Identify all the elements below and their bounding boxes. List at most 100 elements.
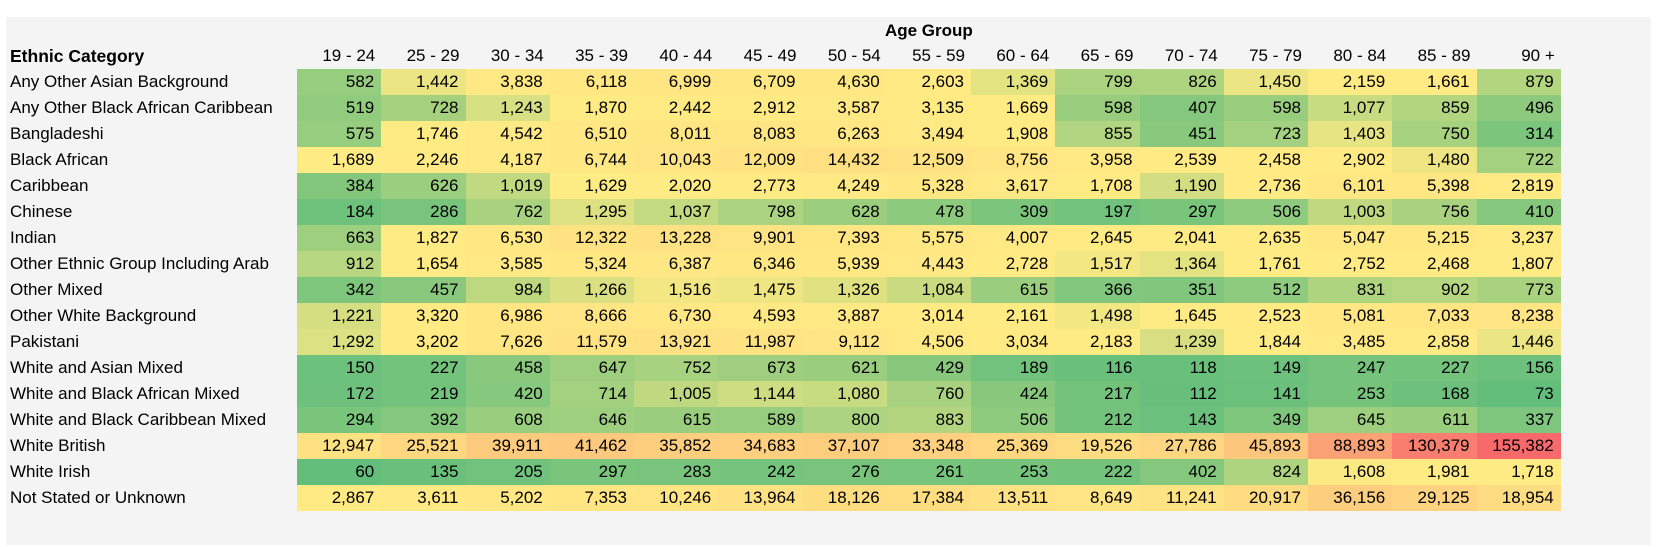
column-header: 80 - 84	[1333, 46, 1387, 65]
heatmap-cell: 1,295	[549, 199, 634, 225]
heatmap-cell: 247	[1308, 355, 1393, 381]
heatmap-cell: 25,521	[381, 433, 466, 459]
row-label: White Irish	[10, 462, 91, 481]
heatmap-cell: 883	[886, 407, 971, 433]
column-header: 30 - 34	[490, 46, 544, 65]
heatmap-cell: 6,986	[465, 303, 550, 329]
heatmap-cell: 39,911	[465, 433, 550, 459]
heatmap-cell: 6,709	[718, 69, 803, 95]
column-header: 50 - 54	[827, 46, 881, 65]
heatmap-cell: 297	[549, 459, 634, 485]
row-label: White and Black Caribbean Mixed	[10, 410, 267, 429]
heatmap-cell: 799	[1055, 69, 1140, 95]
column-header: 35 - 39	[575, 46, 628, 65]
heatmap-cell: 130,379	[1392, 433, 1477, 459]
heatmap-cell: 598	[1055, 95, 1140, 121]
heatmap-cell: 3,587	[802, 95, 887, 121]
row-label: Any Other Black African Caribbean	[10, 98, 273, 117]
table-row: White Irish 60 135 205 297 283 242 276 261 253 222…	[6, 459, 1561, 485]
heatmap-cell: 12,322	[549, 225, 634, 251]
heatmap-cell: 2,468	[1392, 251, 1477, 277]
heatmap-cell: 18,954	[1476, 485, 1561, 511]
heatmap-cell: 2,752	[1308, 251, 1393, 277]
heatmap-cell: 8,238	[1476, 303, 1561, 329]
heatmap-cell: 506	[971, 407, 1056, 433]
heatmap-cell: 1,708	[1055, 173, 1140, 199]
heatmap-cell: 5,575	[886, 225, 971, 251]
heatmap-cell: 1,019	[465, 173, 550, 199]
heatmap-cell: 2,020	[634, 173, 719, 199]
heatmap-cell: 7,353	[549, 485, 634, 511]
heatmap-cell: 3,135	[886, 95, 971, 121]
heatmap-cell: 314	[1476, 121, 1561, 147]
heatmap-cell: 1,005	[634, 381, 719, 407]
heatmap-cell: 760	[886, 381, 971, 407]
heatmap-cell: 855	[1055, 121, 1140, 147]
heatmap-cell: 41,462	[549, 433, 634, 459]
heatmap-cell: 5,328	[886, 173, 971, 199]
heatmap-cell: 112	[1139, 381, 1224, 407]
table-row: Other Mixed 342 457 984 1,266 1,516 1,475 1,326…	[6, 277, 1561, 303]
heatmap-cell: 1,654	[381, 251, 466, 277]
heatmap-cell: 36,156	[1308, 485, 1393, 511]
heatmap-cell: 212	[1055, 407, 1140, 433]
heatmap-cell: 615	[971, 277, 1056, 303]
heatmap-cell: 1,480	[1392, 147, 1477, 173]
heatmap-cell: 27,786	[1139, 433, 1224, 459]
heatmap-cell: 351	[1139, 277, 1224, 303]
heatmap-cell: 800	[802, 407, 887, 433]
column-header: 55 - 59	[912, 46, 965, 65]
heatmap-cell: 750	[1392, 121, 1477, 147]
column-header-row: Ethnic Category 19 - 24 25 - 29 30 - 34 35 …	[6, 43, 1561, 69]
heatmap-cell: 1,442	[381, 69, 466, 95]
heatmap-cell: 9,901	[718, 225, 803, 251]
heatmap-cell: 7,033	[1392, 303, 1477, 329]
row-label: Pakistani	[10, 332, 79, 351]
heatmap-cell: 45,893	[1223, 433, 1308, 459]
heatmap-cell: 2,159	[1308, 69, 1393, 95]
heatmap-cell: 5,047	[1308, 225, 1393, 251]
heatmap-cell: 496	[1476, 95, 1561, 121]
heatmap-cell: 714	[549, 381, 634, 407]
heatmap-cell: 458	[465, 355, 550, 381]
heatmap-cell: 261	[886, 459, 971, 485]
heatmap-cell: 798	[718, 199, 803, 225]
row-label: Any Other Asian Background	[10, 72, 229, 91]
row-label: White British	[10, 436, 106, 455]
heatmap-cell: 197	[1055, 199, 1140, 225]
heatmap-cell: 410	[1476, 199, 1561, 225]
heatmap-cell: 189	[971, 355, 1056, 381]
heatmap-cell: 2,902	[1308, 147, 1393, 173]
heatmap-cell: 1,645	[1139, 303, 1224, 329]
row-label: Other White Background	[10, 306, 197, 325]
heatmap-cell: 6,530	[465, 225, 550, 251]
heatmap-cell: 2,728	[971, 251, 1056, 277]
heatmap-cell: 457	[381, 277, 466, 303]
heatmap-cell: 1,077	[1308, 95, 1393, 121]
row-header-title: Ethnic Category	[10, 45, 145, 66]
heatmap-cell: 116	[1055, 355, 1140, 381]
heatmap-cell: 621	[802, 355, 887, 381]
heatmap-cell: 1,908	[971, 121, 1056, 147]
column-header: 90 +	[1521, 46, 1555, 65]
heatmap-cell: 626	[381, 173, 466, 199]
heatmap-cell: 1,243	[465, 95, 550, 121]
heatmap-cell: 19,526	[1055, 433, 1140, 459]
heatmap-cell: 392	[381, 407, 466, 433]
heatmap-cell: 598	[1223, 95, 1308, 121]
heatmap-cell: 2,246	[381, 147, 466, 173]
heatmap-cell: 73	[1476, 381, 1561, 407]
column-header: 60 - 64	[996, 46, 1050, 65]
heatmap-cell: 37,107	[802, 433, 887, 459]
heatmap-cell: 420	[465, 381, 550, 407]
heatmap-cell: 7,626	[465, 329, 550, 355]
heatmap-cell: 615	[634, 407, 719, 433]
row-label: Other Ethnic Group Including Arab	[10, 254, 269, 273]
heatmap-cell: 831	[1308, 277, 1393, 303]
column-header: 25 - 29	[406, 46, 460, 65]
heatmap-cell: 366	[1055, 277, 1140, 303]
heatmap-cell: 88,893	[1308, 433, 1393, 459]
heatmap-cell: 8,083	[718, 121, 803, 147]
heatmap-cell: 17,384	[886, 485, 971, 511]
table-row: Any Other Asian Background 582 1,442 3,838 6…	[6, 69, 1561, 95]
